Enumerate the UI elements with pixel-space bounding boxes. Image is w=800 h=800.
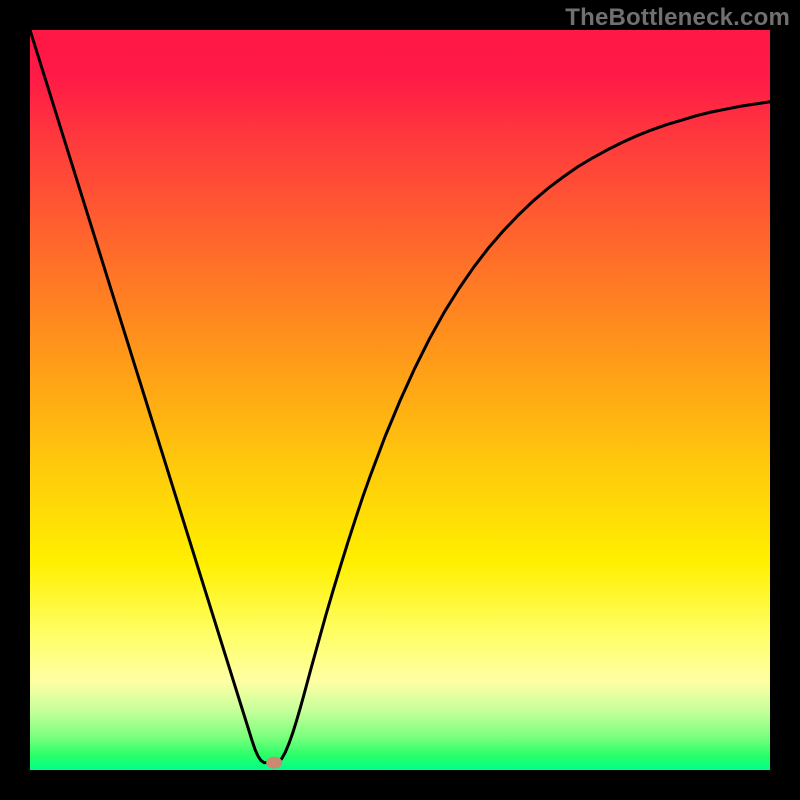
optimal-point-marker — [266, 757, 282, 769]
chart-container: TheBottleneck.com — [0, 0, 800, 800]
bottleneck-chart — [0, 0, 800, 800]
watermark-text: TheBottleneck.com — [565, 4, 790, 32]
